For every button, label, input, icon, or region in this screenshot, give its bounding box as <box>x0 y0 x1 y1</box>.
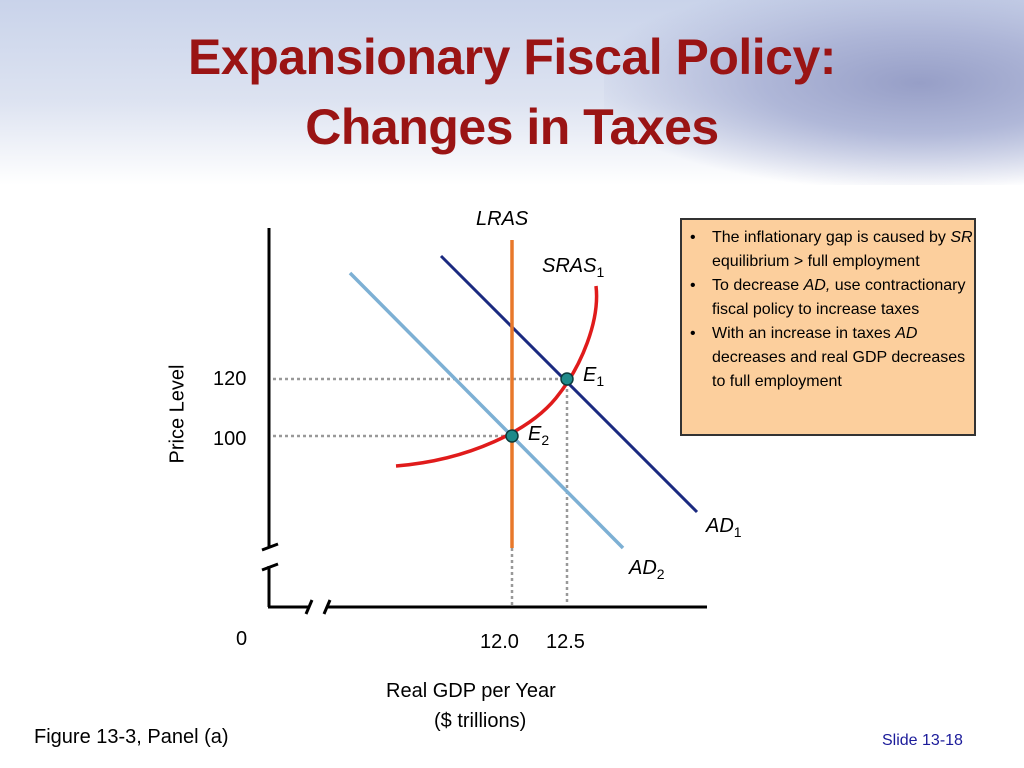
callout-b2-post: use contractionary fiscal policy to incr… <box>712 277 966 318</box>
ad2-label-sub: 2 <box>656 566 665 582</box>
bullet-dot-3: • <box>690 325 696 342</box>
ad2-curve <box>348 271 625 550</box>
tick-100: 100 <box>213 428 247 450</box>
e1-point <box>560 372 574 386</box>
header-photo <box>604 0 1024 185</box>
slide-title-line1: Expansionary Fiscal Policy: <box>188 29 836 85</box>
x-axis-break-1 <box>304 599 314 615</box>
bullet-dot-2: • <box>690 277 696 294</box>
callout-bullet-1: • The inflationary gap is caused by SR eq… <box>690 226 974 274</box>
callout-b1-pre: The inflationary gap is caused by <box>712 229 946 246</box>
slide-title-line2: Changes in Taxes <box>305 99 719 155</box>
callout-b3-pre: With an increase in taxes <box>712 325 891 342</box>
callout-b3-em: AD <box>895 325 918 342</box>
lras-label: LRAS <box>476 208 529 230</box>
sras1-label-main: SRAS <box>542 255 597 277</box>
ad1-label: AD1 <box>706 515 742 540</box>
callout-b2-em: AD, <box>803 277 831 294</box>
x-axis-label-line2: ($ trillions) <box>434 710 527 732</box>
e1-label: E1 <box>583 364 605 389</box>
ad1-label-main: AD <box>706 515 734 537</box>
ad2-label: AD2 <box>629 557 665 582</box>
e2-label-sub: 2 <box>541 432 550 448</box>
bullet-dot-1: • <box>690 229 696 246</box>
explanation-callout: • The inflationary gap is caused by SR eq… <box>680 218 976 436</box>
callout-b1-post: equilibrium > full employment <box>712 253 920 270</box>
y-axis-label: Price Level <box>166 364 189 464</box>
callout-bullet-3: • With an increase in taxes AD decreases … <box>690 322 974 394</box>
origin-label: 0 <box>236 628 248 650</box>
tick-120: 120 <box>213 368 247 390</box>
callout-bullet-2: • To decrease AD, use contractionary fisc… <box>690 274 974 322</box>
x-axis-label-line1: Real GDP per Year <box>386 680 556 702</box>
tick-12-5: 12.5 <box>546 631 585 653</box>
sras1-label-sub: 1 <box>596 264 605 280</box>
callout-b1-em: SR <box>950 229 973 246</box>
e1-label-main: E <box>583 364 597 386</box>
e2-label-main: E <box>528 423 542 445</box>
figure-caption: Figure 13-3, Panel (a) <box>34 726 229 748</box>
slide-number: Slide 13-18 <box>882 732 963 749</box>
e1-label-sub: 1 <box>596 373 605 389</box>
header-banner <box>0 0 1024 185</box>
ad2-label-main: AD <box>629 557 657 579</box>
y-axis-break-1 <box>261 542 279 552</box>
ad1-label-sub: 1 <box>733 524 742 540</box>
callout-b2-pre: To decrease <box>712 277 800 294</box>
e2-label: E2 <box>528 423 550 448</box>
sras1-curve <box>395 285 599 468</box>
tick-12-0: 12.0 <box>480 631 519 653</box>
e2-point <box>505 429 519 443</box>
sras1-label: SRAS1 <box>542 255 605 280</box>
callout-b3-post: decreases and real GDP decreases to full… <box>712 349 966 390</box>
